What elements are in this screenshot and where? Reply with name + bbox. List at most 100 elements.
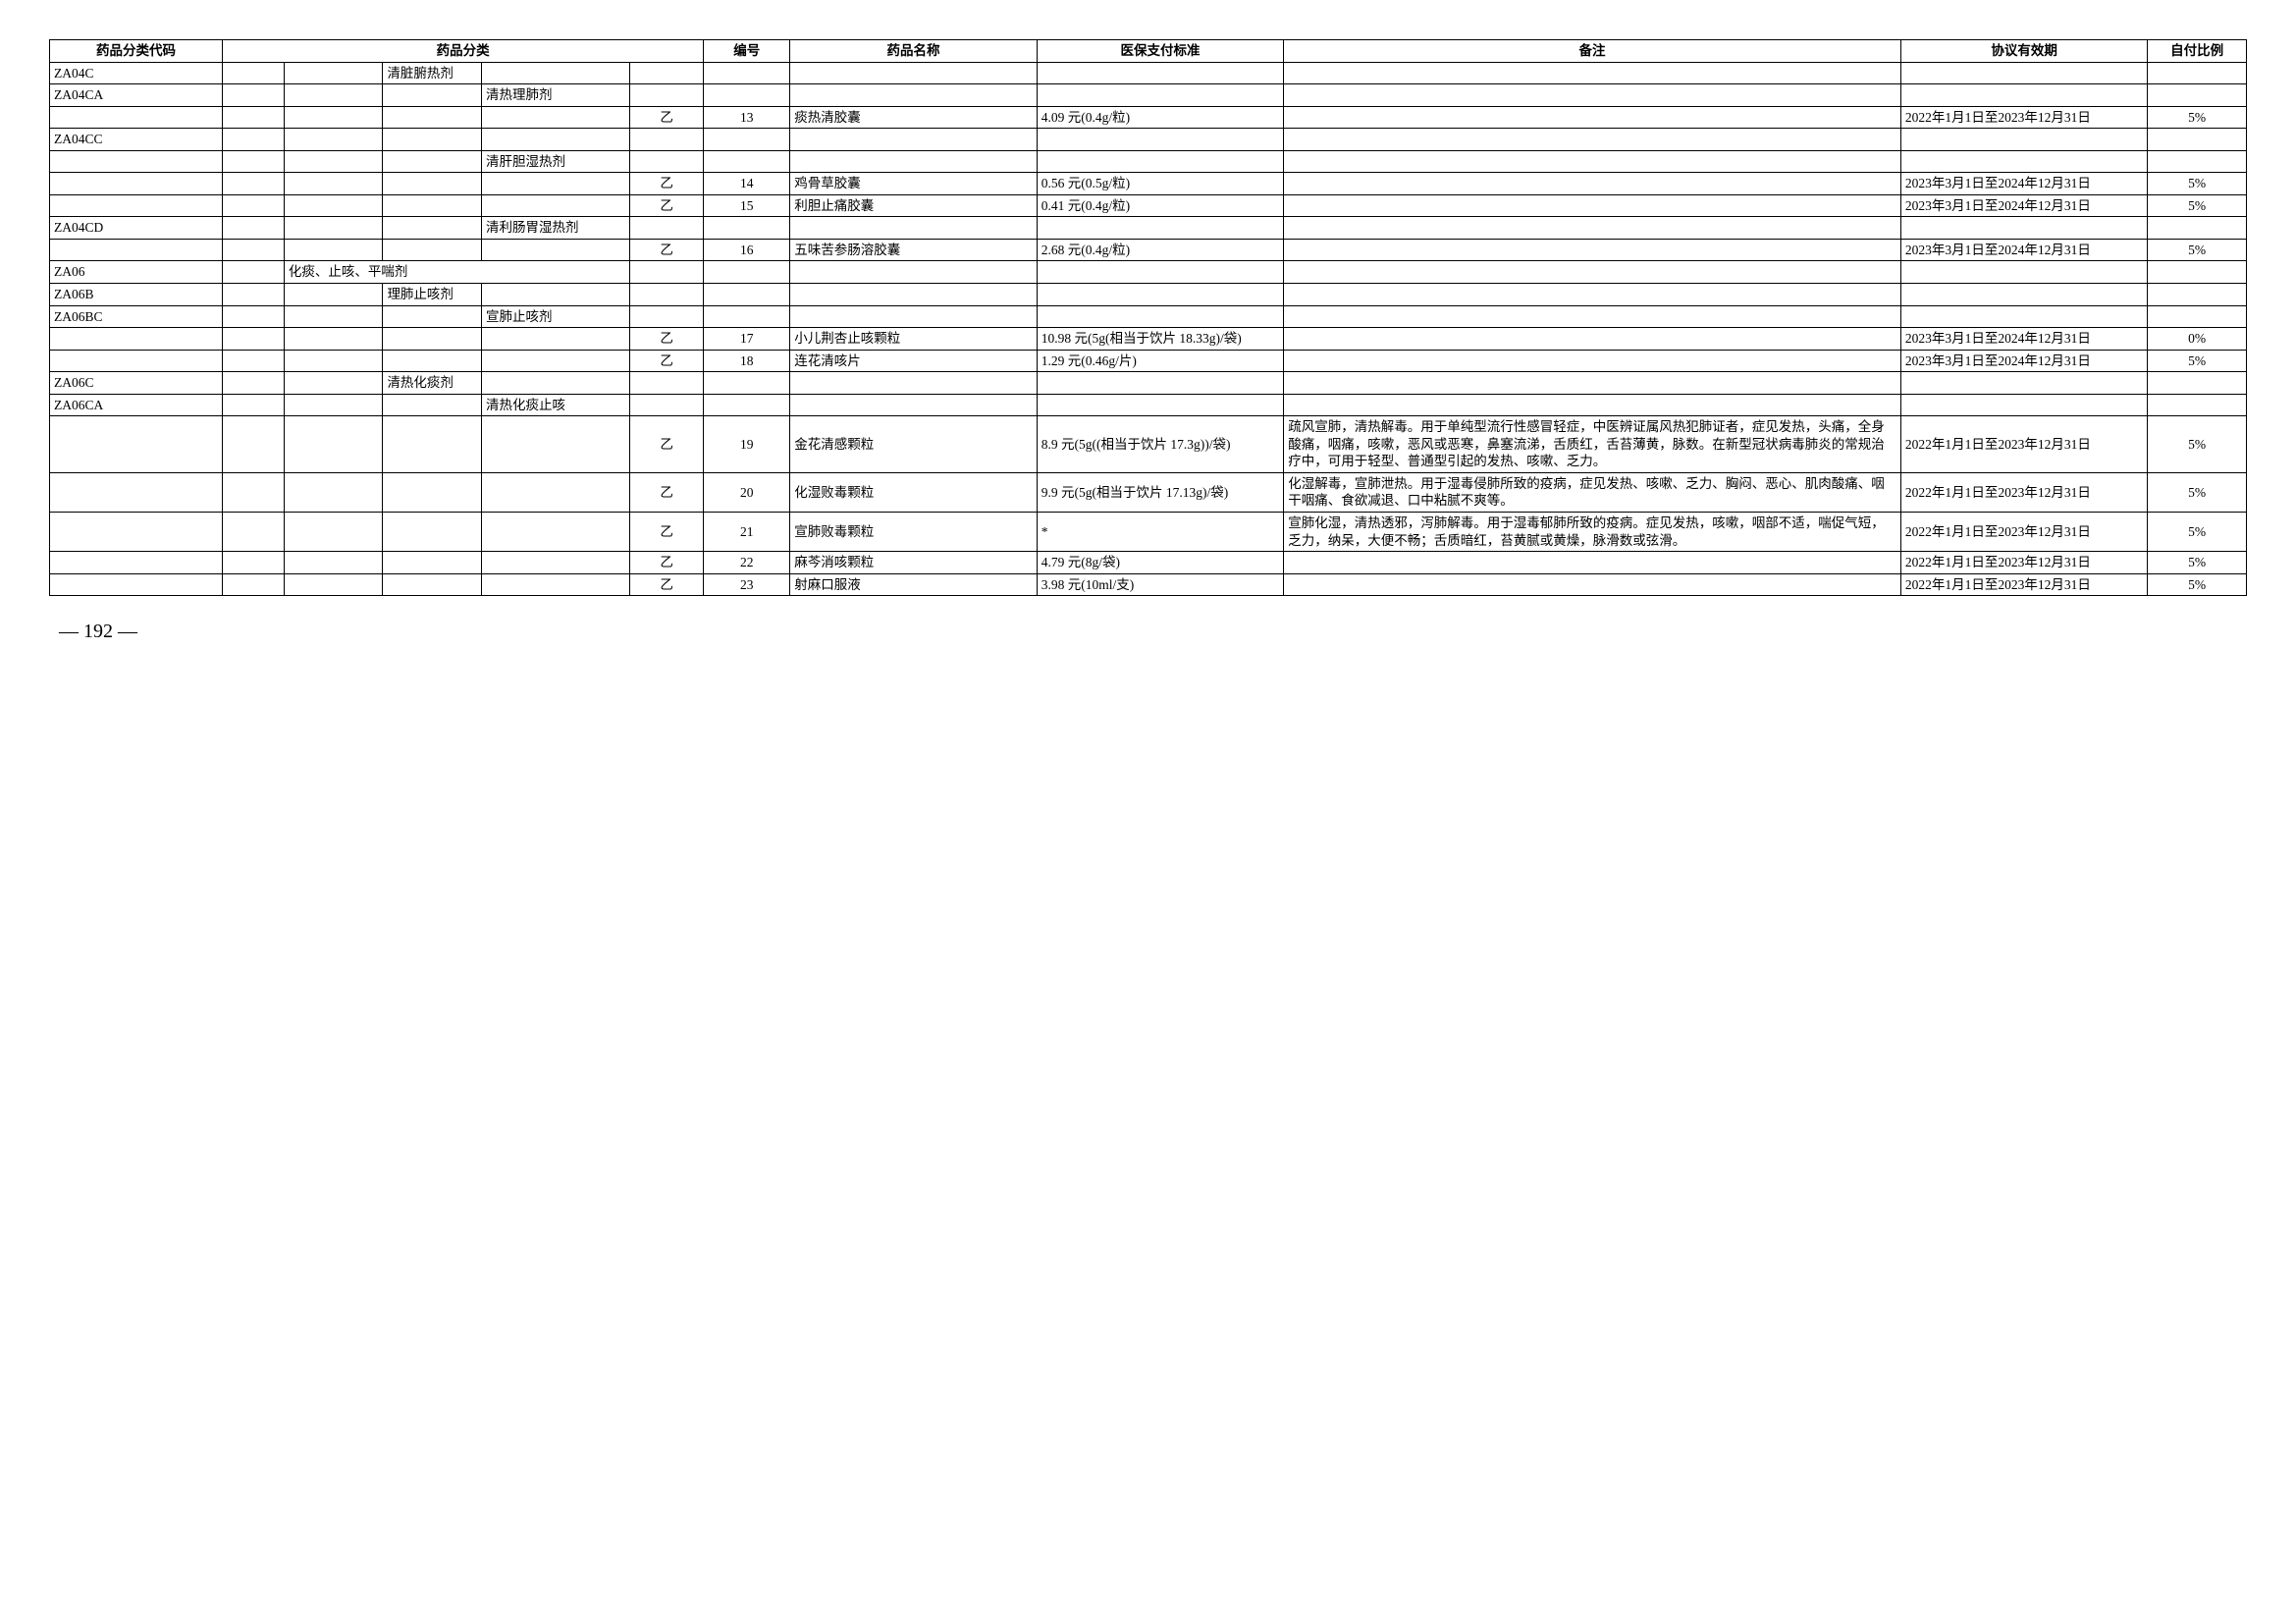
cell (482, 573, 630, 596)
cell (1284, 217, 1901, 240)
cell (284, 239, 383, 261)
cell (482, 284, 630, 306)
cell (383, 350, 482, 372)
cell: 13 (704, 106, 790, 129)
cell (629, 217, 703, 240)
cell (284, 84, 383, 107)
cell (482, 194, 630, 217)
cell (284, 305, 383, 328)
cell (223, 472, 285, 512)
table-row: ZA04CC (50, 129, 2247, 151)
cell (383, 573, 482, 596)
cell: 射麻口服液 (790, 573, 1037, 596)
cell: 利胆止痛胶囊 (790, 194, 1037, 217)
table-row: 乙17小儿荆杏止咳颗粒10.98 元(5g(相当于饮片 18.33g)/袋)20… (50, 328, 2247, 351)
cell: ZA06BC (50, 305, 223, 328)
cell: 清热化痰剂 (383, 372, 482, 395)
header-validity: 协议有效期 (1900, 40, 2147, 63)
cell (383, 150, 482, 173)
header-name: 药品名称 (790, 40, 1037, 63)
drug-table: 药品分类代码 药品分类 编号 药品名称 医保支付标准 备注 协议有效期 自付比例… (49, 39, 2247, 596)
cell: ZA04CD (50, 217, 223, 240)
cell: 19 (704, 416, 790, 473)
cell (223, 62, 285, 84)
cell (482, 106, 630, 129)
cell (223, 573, 285, 596)
cell (629, 261, 703, 284)
cell (1037, 84, 1283, 107)
cell: 0% (2148, 328, 2247, 351)
cell (482, 552, 630, 574)
cell (50, 150, 223, 173)
cell: 连花清咳片 (790, 350, 1037, 372)
cell (1900, 62, 2147, 84)
cell (1284, 552, 1901, 574)
cell (223, 129, 285, 151)
cell: 5% (2148, 416, 2247, 473)
cell (704, 62, 790, 84)
cell: 宣肺止咳剂 (482, 305, 630, 328)
cell (223, 305, 285, 328)
cell (482, 173, 630, 195)
cell (383, 239, 482, 261)
cell: 5% (2148, 472, 2247, 512)
cell (50, 416, 223, 473)
cell (223, 217, 285, 240)
cell (629, 62, 703, 84)
cell (790, 394, 1037, 416)
cell (50, 239, 223, 261)
cell (1037, 217, 1283, 240)
cell (383, 552, 482, 574)
cell: 2022年1月1日至2023年12月31日 (1900, 573, 2147, 596)
cell: 5% (2148, 573, 2247, 596)
page-number: — 192 — (59, 621, 2247, 643)
cell: 乙 (629, 416, 703, 473)
cell: ZA06CA (50, 394, 223, 416)
cell (383, 84, 482, 107)
cell (629, 129, 703, 151)
cell: 5% (2148, 106, 2247, 129)
cell (1900, 284, 2147, 306)
cell (383, 173, 482, 195)
cell: 2.68 元(0.4g/粒) (1037, 239, 1283, 261)
cell: 疏风宣肺，清热解毒。用于单纯型流行性感冒轻症，中医辨证属风热犯肺证者，症见发热，… (1284, 416, 1901, 473)
cell (50, 106, 223, 129)
cell: 15 (704, 194, 790, 217)
cell (2148, 150, 2247, 173)
cell: 乙 (629, 350, 703, 372)
cell (284, 129, 383, 151)
cell (284, 513, 383, 552)
cell: 鸡骨草胶囊 (790, 173, 1037, 195)
cell (383, 328, 482, 351)
cell (383, 106, 482, 129)
cell (629, 150, 703, 173)
cell: 21 (704, 513, 790, 552)
table-body: ZA04C清脏腑热剂ZA04CA清热理肺剂乙13痰热清胶囊4.09 元(0.4g… (50, 62, 2247, 596)
cell (790, 129, 1037, 151)
table-row: 乙23射麻口服液3.98 元(10ml/支)2022年1月1日至2023年12月… (50, 573, 2247, 596)
cell (284, 394, 383, 416)
table-row: ZA04CD清利肠胃湿热剂 (50, 217, 2247, 240)
cell: 乙 (629, 106, 703, 129)
cell: 4.09 元(0.4g/粒) (1037, 106, 1283, 129)
cell (50, 328, 223, 351)
cell: 5% (2148, 513, 2247, 552)
cell (223, 372, 285, 395)
cell: 2022年1月1日至2023年12月31日 (1900, 552, 2147, 574)
cell: 宣肺化湿，清热透邪，泻肺解毒。用于湿毒郁肺所致的疫病。症见发热，咳嗽，咽部不适，… (1284, 513, 1901, 552)
cell: 20 (704, 472, 790, 512)
cell (284, 372, 383, 395)
cell: ZA04CC (50, 129, 223, 151)
cell (1037, 129, 1283, 151)
cell (629, 394, 703, 416)
cell (1037, 394, 1283, 416)
cell (50, 513, 223, 552)
cell (2148, 84, 2247, 107)
cell (482, 129, 630, 151)
cell (284, 472, 383, 512)
cell (790, 62, 1037, 84)
cell: 小儿荆杏止咳颗粒 (790, 328, 1037, 351)
cell: 2023年3月1日至2024年12月31日 (1900, 239, 2147, 261)
cell (284, 150, 383, 173)
cell (383, 217, 482, 240)
